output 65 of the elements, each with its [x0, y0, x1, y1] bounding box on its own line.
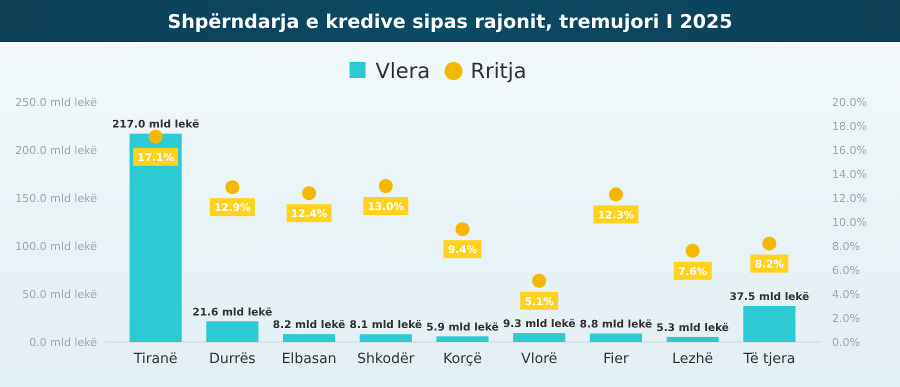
- bar: [590, 334, 642, 342]
- data-label: 12.4%: [290, 208, 328, 220]
- data-label: 217.0 mld lekë: [112, 118, 200, 131]
- y2-tick-label: 18.0%: [832, 120, 867, 133]
- data-label: 8.2%: [754, 258, 784, 271]
- y2-tick-label: 12.0%: [832, 192, 867, 205]
- point: [302, 186, 316, 200]
- data-label: 13.0%: [368, 201, 404, 213]
- point: [148, 130, 163, 144]
- data-label: 9.4%: [448, 244, 478, 256]
- data-label: 7.6%: [678, 266, 708, 278]
- y2-tick-label: 20.0%: [832, 96, 867, 109]
- bar: [206, 321, 258, 342]
- point: [378, 179, 393, 193]
- point: [762, 236, 776, 251]
- bar: [360, 334, 412, 342]
- point: [532, 274, 546, 288]
- y2-tick-label: 14.0%: [832, 168, 867, 181]
- data-label: 9.3 mld lekë: [502, 318, 576, 330]
- data-label: 12.9%: [214, 202, 252, 214]
- data-label: 8.8 mld lekë: [580, 318, 652, 331]
- y2-tick-label: 2.0%: [832, 312, 860, 325]
- legend-label: Rritja: [470, 59, 526, 83]
- y-tick-label: 50.0 mld lekë: [22, 288, 98, 301]
- y-tick-label: 150.0 mld lekë: [15, 192, 98, 205]
- data-label: 5.1%: [524, 296, 554, 308]
- point: [608, 187, 623, 202]
- bar: [666, 336, 719, 342]
- data-label: 8.1 mld lekë: [350, 319, 422, 332]
- y-tick-label: 200.0 mld lekë: [15, 144, 98, 157]
- data-label: 17.1%: [137, 152, 174, 164]
- x-tick-label: Durrës: [209, 351, 256, 367]
- chart-title: Shpërndarja e kredive sipas rajonit, tremujori I 2025: [168, 11, 732, 33]
- bar: [282, 334, 336, 342]
- bar: [130, 134, 182, 342]
- point: [456, 222, 470, 236]
- y-tick-label: 100.0 mld lekë: [15, 240, 98, 253]
- data-label: 37.5 mld lekë: [729, 291, 810, 303]
- y2-tick-label: 10.0%: [832, 216, 867, 229]
- x-tick-label: Elbasan: [282, 351, 337, 367]
- y-tick-label: 250.0 mld lekë: [15, 96, 98, 109]
- legend-label: Vlera: [376, 59, 430, 83]
- point: [686, 244, 700, 258]
- x-tick-label: Vlorë: [521, 351, 558, 367]
- bar: [743, 306, 796, 342]
- bar: [513, 333, 566, 342]
- x-tick-label: Fier: [603, 351, 629, 367]
- x-tick-label: Korçë: [443, 351, 482, 367]
- y2-tick-label: 8.0%: [832, 240, 860, 253]
- data-label: 5.3 mld lekë: [656, 322, 729, 334]
- point: [225, 180, 240, 194]
- bar: [436, 336, 489, 342]
- y2-tick-label: 4.0%: [832, 288, 860, 301]
- y2-tick-label: 6.0%: [832, 264, 860, 277]
- y2-tick-label: 0.0%: [832, 336, 860, 349]
- y-tick-label: 0.0 mld lekë: [29, 336, 98, 349]
- x-tick-label: Tiranë: [132, 351, 178, 367]
- x-tick-label: Lezhë: [672, 351, 714, 367]
- data-label: 12.3%: [598, 209, 635, 222]
- data-label: 21.6 mld lekë: [192, 306, 272, 318]
- x-tick-label: Shkodër: [357, 351, 415, 367]
- y2-tick-label: 16.0%: [832, 144, 867, 157]
- data-label: 5.9 mld lekë: [426, 321, 499, 334]
- data-label: 8.2 mld lekë: [272, 319, 346, 332]
- x-tick-label: Të tjera: [742, 351, 796, 367]
